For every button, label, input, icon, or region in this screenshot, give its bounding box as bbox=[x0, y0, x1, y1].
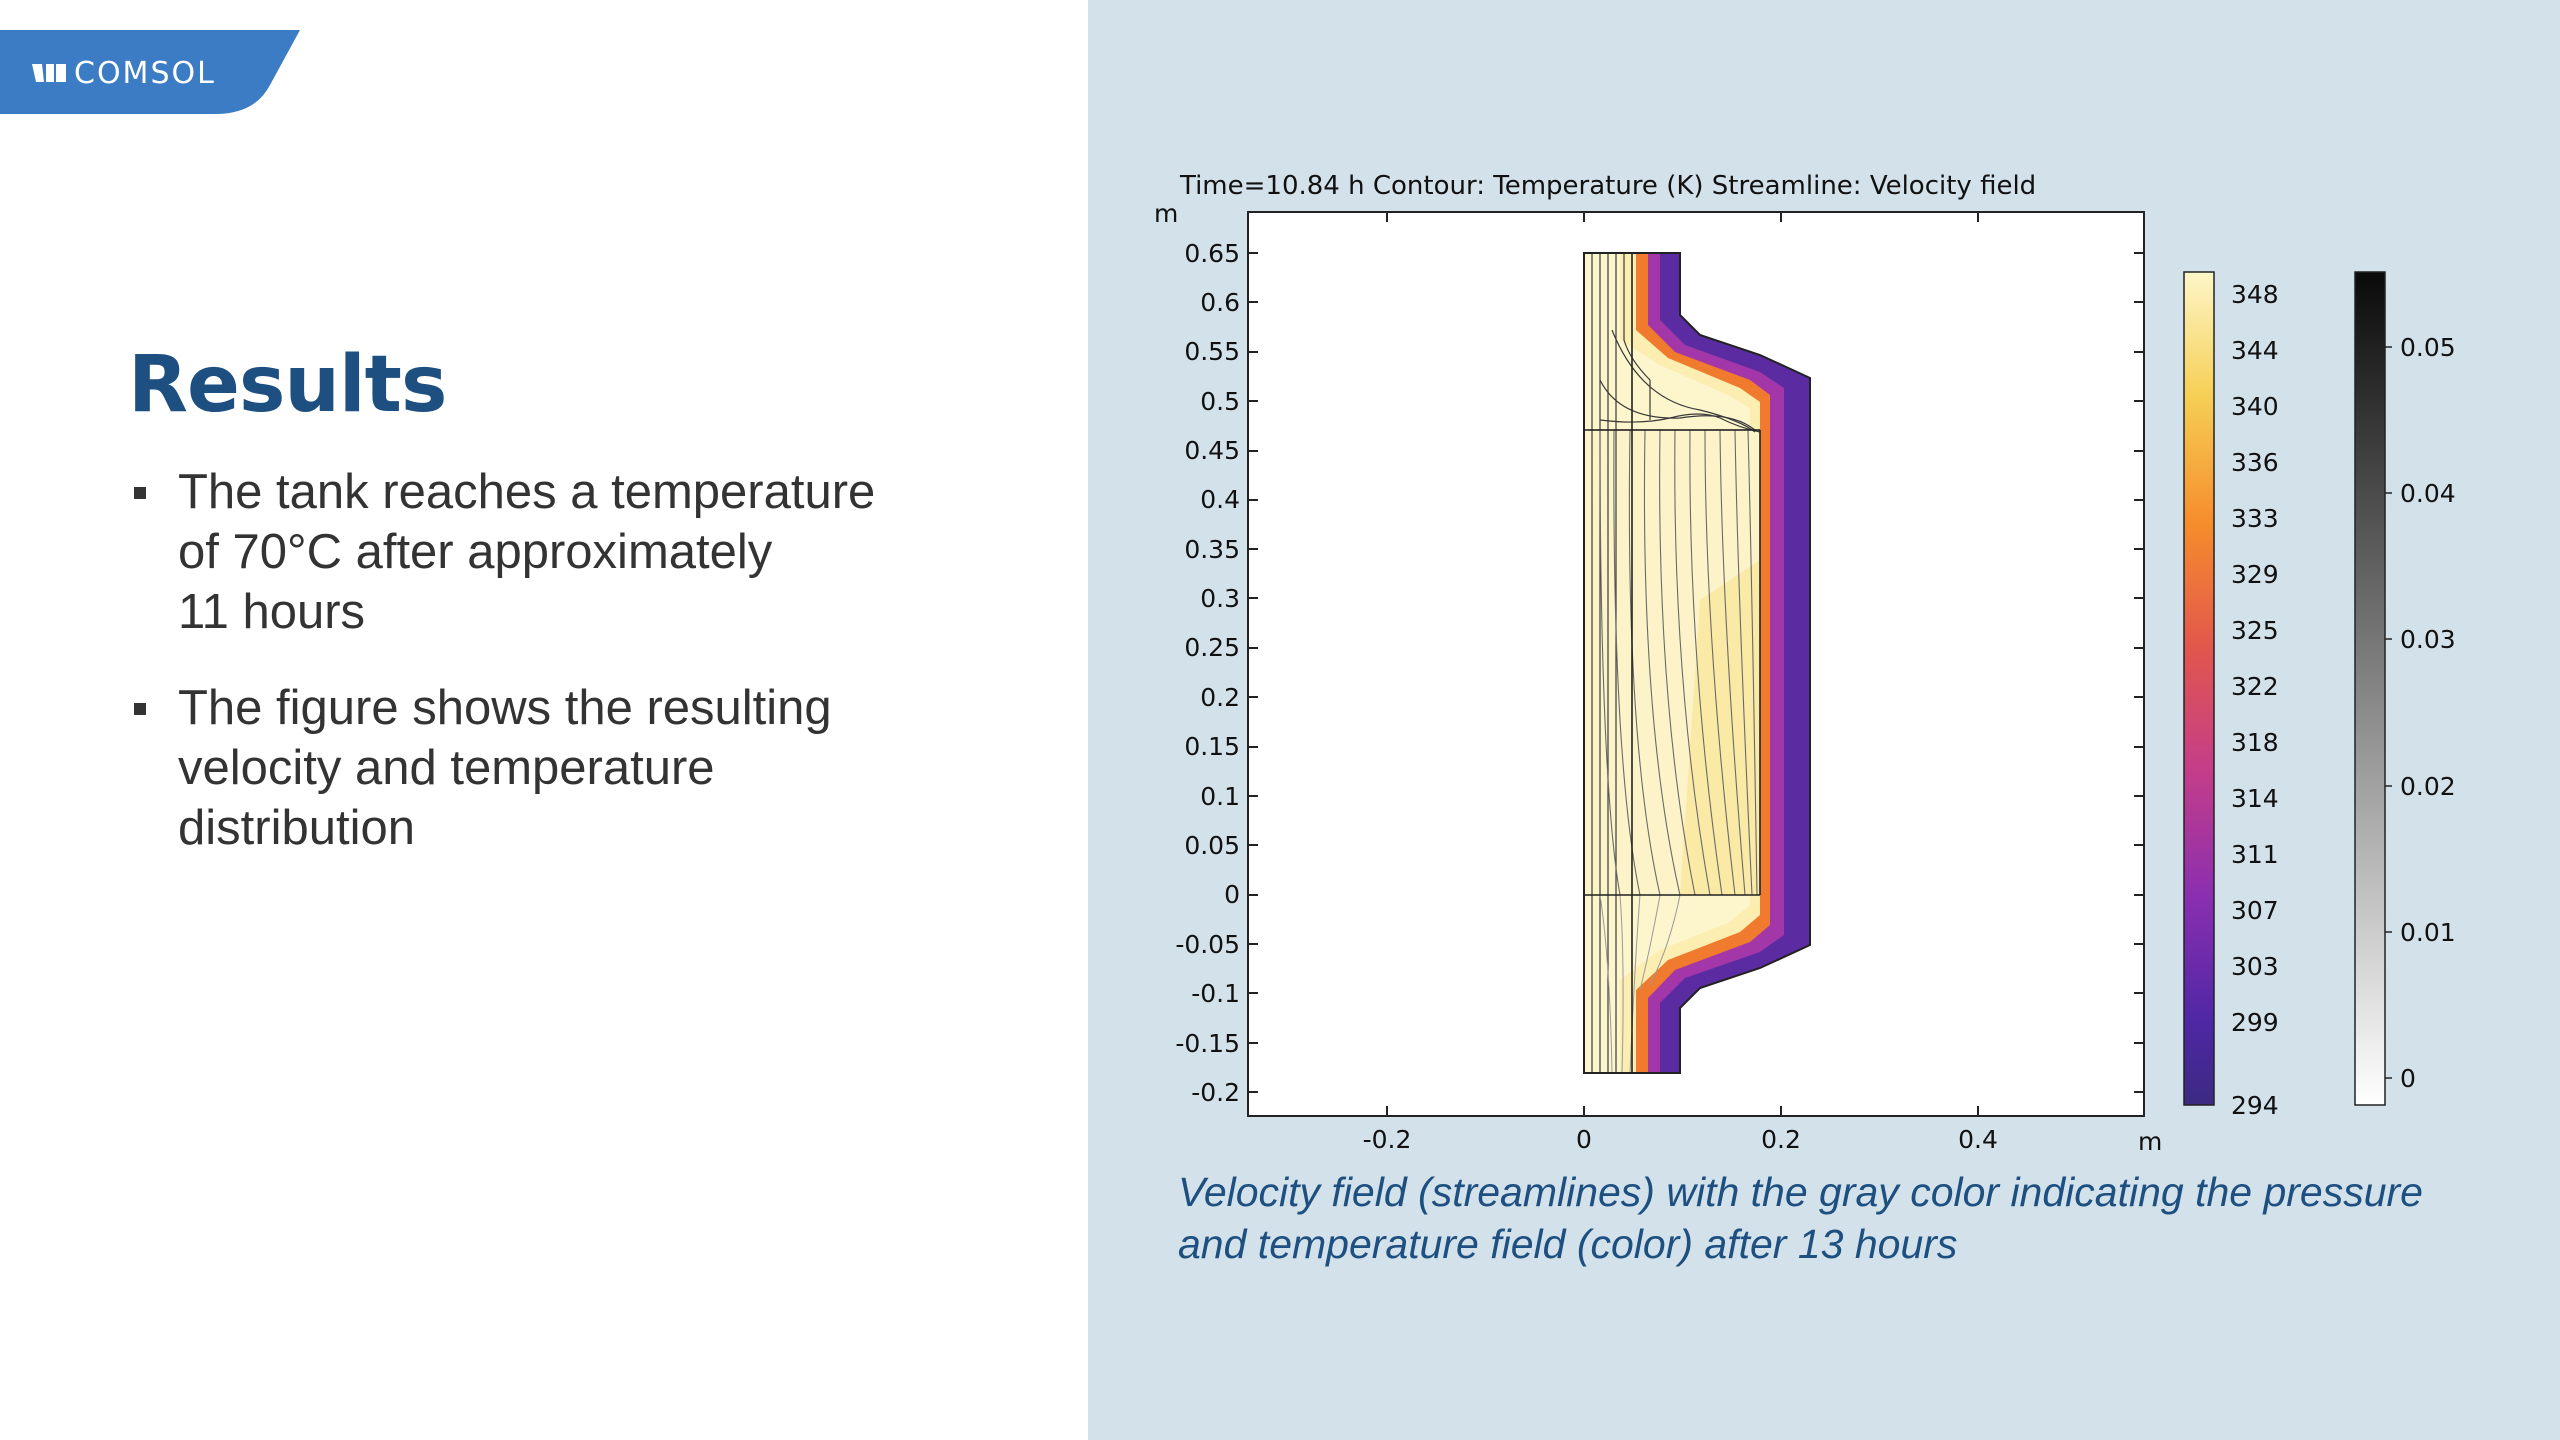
y-tick-label: 0.05 bbox=[1184, 831, 1240, 860]
bullet-text: The tank reaches a temperature of 70°C a… bbox=[178, 465, 876, 639]
bullet-marker bbox=[134, 703, 146, 715]
comsol-logo-icon bbox=[32, 64, 66, 82]
y-tick-label: 0.5 bbox=[1200, 387, 1240, 416]
y-tick-label: 0.4 bbox=[1200, 485, 1240, 514]
temperature-label: 333 bbox=[2231, 504, 2279, 533]
bullet-marker bbox=[134, 487, 146, 499]
temperature-label: 340 bbox=[2231, 392, 2279, 421]
temperature-colorbar: 348 344 340 336 333 329 325 322 318 314 … bbox=[2183, 271, 2279, 1120]
bullet-item: The figure shows the resulting velocity … bbox=[128, 678, 948, 858]
pressure-colorbar: 0.05 0.04 0.03 0.02 0.01 0 bbox=[2354, 271, 2456, 1106]
y-tick-label: 0.2 bbox=[1200, 683, 1240, 712]
temperature-label: 325 bbox=[2231, 616, 2279, 645]
temperature-label: 329 bbox=[2231, 560, 2279, 589]
y-tick-label: 0.1 bbox=[1200, 782, 1240, 811]
y-tick-label: 0.3 bbox=[1200, 584, 1240, 613]
x-axis: -0.2 0 0.2 0.4 m bbox=[1363, 212, 2162, 1156]
x-tick-label: 0.2 bbox=[1761, 1125, 1801, 1154]
temperature-label: 336 bbox=[2231, 448, 2279, 477]
pressure-label: 0.03 bbox=[2400, 625, 2456, 654]
temperature-label: 294 bbox=[2231, 1091, 2279, 1120]
temperature-label: 314 bbox=[2231, 784, 2279, 813]
y-tick-label: 0.15 bbox=[1184, 732, 1240, 761]
y-tick-label: 0.35 bbox=[1184, 535, 1240, 564]
logo-text: COMSOL bbox=[74, 56, 216, 91]
x-tick-label: 0.4 bbox=[1958, 1125, 1998, 1154]
y-tick-label: 0.6 bbox=[1200, 288, 1240, 317]
y-tick-label: -0.2 bbox=[1191, 1078, 1240, 1107]
x-tick-label: -0.2 bbox=[1363, 1125, 1412, 1154]
logo-tab bbox=[0, 30, 300, 114]
y-axis: 0.65 0.6 0.55 0.5 0.45 0.4 0.35 0.3 0.25… bbox=[1175, 239, 2144, 1107]
temperature-label: 307 bbox=[2231, 896, 2279, 925]
x-unit-label: m bbox=[2138, 1127, 2162, 1156]
pressure-label: 0 bbox=[2400, 1064, 2416, 1093]
temperature-label: 348 bbox=[2231, 280, 2279, 309]
plot-title: Time=10.84 h Contour: Temperature (K) St… bbox=[1179, 171, 2036, 201]
temperature-label: 322 bbox=[2231, 672, 2279, 701]
temperature-label: 311 bbox=[2231, 840, 2279, 869]
y-tick-label: -0.05 bbox=[1175, 930, 1240, 959]
y-tick-label: -0.1 bbox=[1191, 979, 1240, 1008]
tank-geometry bbox=[1583, 252, 1811, 1074]
y-tick-label: 0.65 bbox=[1184, 239, 1240, 268]
temperature-label: 303 bbox=[2231, 952, 2279, 981]
x-tick-label: 0 bbox=[1576, 1125, 1592, 1154]
pressure-label: 0.04 bbox=[2400, 479, 2456, 508]
y-tick-label: 0.55 bbox=[1184, 337, 1240, 366]
bullet-list: The tank reaches a temperature of 70°C a… bbox=[128, 462, 948, 894]
pressure-label: 0.05 bbox=[2400, 333, 2456, 362]
slide-title: Results bbox=[128, 340, 447, 430]
temperature-label: 344 bbox=[2231, 336, 2279, 365]
y-unit-label: m bbox=[1154, 199, 1178, 228]
y-tick-label: 0.45 bbox=[1184, 436, 1240, 465]
bullet-item: The tank reaches a temperature of 70°C a… bbox=[128, 462, 948, 642]
figure-caption: Velocity field (streamlines) with the gr… bbox=[1178, 1169, 2423, 1267]
pressure-label: 0.02 bbox=[2400, 772, 2456, 801]
y-tick-label: 0.25 bbox=[1184, 633, 1240, 662]
pressure-label: 0.01 bbox=[2400, 918, 2456, 947]
y-tick-label: 0 bbox=[1224, 880, 1240, 909]
temperature-label: 318 bbox=[2231, 728, 2279, 757]
temperature-label: 299 bbox=[2231, 1008, 2279, 1037]
bullet-text: The figure shows the resulting velocity … bbox=[178, 681, 832, 855]
y-tick-label: -0.15 bbox=[1175, 1029, 1240, 1058]
